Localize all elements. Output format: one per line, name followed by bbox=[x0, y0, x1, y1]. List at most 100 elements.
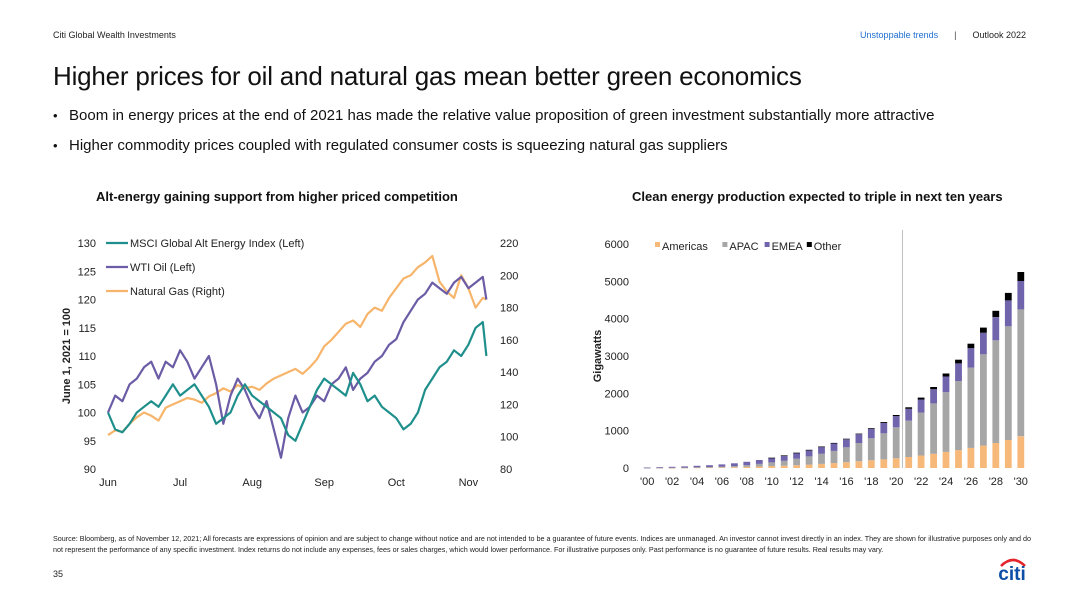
bar-segment bbox=[892, 416, 900, 428]
bar-segment bbox=[843, 438, 850, 440]
bar-segment bbox=[992, 443, 1000, 468]
bar-segment bbox=[731, 467, 738, 468]
bar-segment bbox=[755, 466, 763, 468]
line-series bbox=[106, 320, 488, 442]
brand-label: Citi Global Wealth Investments bbox=[53, 30, 176, 40]
y-tick-label: 3000 bbox=[605, 351, 629, 363]
legend-label: Americas bbox=[662, 241, 708, 253]
x-tick-label: '02 bbox=[665, 476, 679, 488]
bar-segment bbox=[892, 415, 900, 417]
x-tick-label: Jun bbox=[99, 477, 117, 489]
y-axis-label: June 1, 2021 = 100 bbox=[61, 308, 73, 404]
y-tick-label-right: 180 bbox=[500, 303, 518, 315]
x-tick-label: '24 bbox=[939, 476, 953, 488]
bar-segment bbox=[905, 407, 913, 409]
bar-segment bbox=[706, 467, 713, 469]
bar-segment bbox=[830, 450, 838, 464]
source-footnote: Source: Bloomberg, as of November 12, 20… bbox=[53, 534, 1031, 554]
bar-segment bbox=[905, 457, 913, 468]
bar-segment bbox=[780, 465, 788, 468]
y-tick-label-left: 120 bbox=[78, 295, 96, 307]
y-tick-label-left: 95 bbox=[84, 436, 96, 448]
bar-segment bbox=[843, 439, 850, 448]
legend-swatch bbox=[722, 242, 728, 247]
bar-segment bbox=[805, 450, 813, 457]
bar-segment bbox=[867, 438, 875, 461]
bar-segment bbox=[855, 434, 863, 443]
bar-segment bbox=[992, 310, 1000, 318]
bar-segment bbox=[880, 433, 888, 460]
header-separator: | bbox=[954, 30, 957, 40]
y-tick-label: 2000 bbox=[605, 388, 629, 400]
line-chart-title: Alt-energy gaining support from higher p… bbox=[96, 189, 458, 204]
unstoppable-trends-link[interactable]: Unstoppable trends bbox=[860, 30, 939, 40]
bar-segment bbox=[830, 443, 838, 451]
bar-segment bbox=[1017, 281, 1025, 310]
header-right: Unstoppable trends | Outlook 2022 bbox=[860, 30, 1026, 40]
bar-segment bbox=[942, 376, 950, 393]
bullet-text: Boom in energy prices at the end of 2021… bbox=[69, 107, 935, 124]
x-tick-label: Jul bbox=[173, 477, 187, 489]
y-tick-label-right: 200 bbox=[500, 270, 518, 282]
bar-segment bbox=[917, 399, 925, 413]
legend-swatch bbox=[806, 242, 812, 247]
bar-segment bbox=[768, 457, 776, 463]
bar-segment bbox=[668, 467, 676, 469]
bar-segment bbox=[867, 428, 875, 429]
y-axis-label: Gigawatts bbox=[592, 330, 604, 383]
bullet-item: • Boom in energy prices at the end of 202… bbox=[53, 106, 935, 126]
bar-chart: 0 1000 2000 3000 4000 5000 6000 Gigawatts '00 '02… bbox=[592, 230, 1028, 488]
bar-segment bbox=[830, 463, 838, 468]
bar-segment bbox=[955, 450, 962, 468]
bar-segment bbox=[1004, 326, 1012, 440]
bar-segment bbox=[793, 452, 800, 459]
bullet-dot: • bbox=[53, 138, 58, 153]
bar-segment bbox=[980, 332, 987, 355]
bar-segment bbox=[843, 447, 850, 463]
bar-segment bbox=[818, 446, 825, 454]
bar-segment bbox=[1004, 300, 1012, 327]
bar-segment bbox=[818, 453, 825, 464]
bar-segment bbox=[718, 467, 726, 468]
bar-segment bbox=[955, 363, 962, 381]
x-tick-label: '10 bbox=[765, 476, 779, 488]
legend-label: EMEA bbox=[772, 241, 804, 253]
bar-segment bbox=[768, 457, 776, 459]
bar-segment bbox=[768, 462, 776, 467]
bar-segment bbox=[743, 466, 751, 468]
legend-swatch bbox=[764, 242, 770, 247]
bar-segment bbox=[755, 464, 763, 467]
y-tick-label-left: 110 bbox=[78, 351, 96, 363]
page-title: Higher prices for oil and natural gas me… bbox=[53, 61, 802, 91]
bar-segment bbox=[980, 445, 987, 468]
bar-segment bbox=[693, 465, 701, 468]
citi-logo: citi bbox=[998, 558, 1026, 583]
y-tick-label: 1000 bbox=[605, 426, 629, 438]
bar-segment bbox=[843, 462, 850, 468]
bar-segment bbox=[855, 461, 863, 468]
x-tick-label: '14 bbox=[814, 476, 828, 488]
bar-segment bbox=[942, 373, 950, 377]
bar-segment bbox=[780, 455, 788, 456]
bar-segment bbox=[892, 458, 900, 468]
y-tick-label-left: 130 bbox=[78, 238, 96, 250]
bar-segment bbox=[917, 412, 925, 456]
bar-segment bbox=[1017, 309, 1025, 437]
x-tick-label: Sep bbox=[314, 477, 334, 489]
bar-segment bbox=[955, 381, 962, 451]
y-tick-label: 6000 bbox=[605, 239, 629, 251]
bar-segment bbox=[980, 354, 987, 446]
bar-segment bbox=[656, 467, 664, 468]
bar-segment bbox=[768, 466, 776, 468]
bar-segment bbox=[743, 465, 751, 467]
bar-segment bbox=[992, 317, 1000, 341]
bar-chart-title: Clean energy production expected to trip… bbox=[632, 189, 1003, 204]
bar-segment bbox=[818, 446, 825, 448]
bar-segment bbox=[967, 447, 975, 468]
bar-segment bbox=[693, 467, 701, 468]
bar-segment bbox=[930, 389, 937, 404]
y-tick-label-left: 90 bbox=[84, 464, 96, 476]
bar-segment bbox=[706, 465, 713, 468]
bar-segment bbox=[643, 467, 651, 469]
y-tick-label-right: 160 bbox=[500, 335, 518, 347]
